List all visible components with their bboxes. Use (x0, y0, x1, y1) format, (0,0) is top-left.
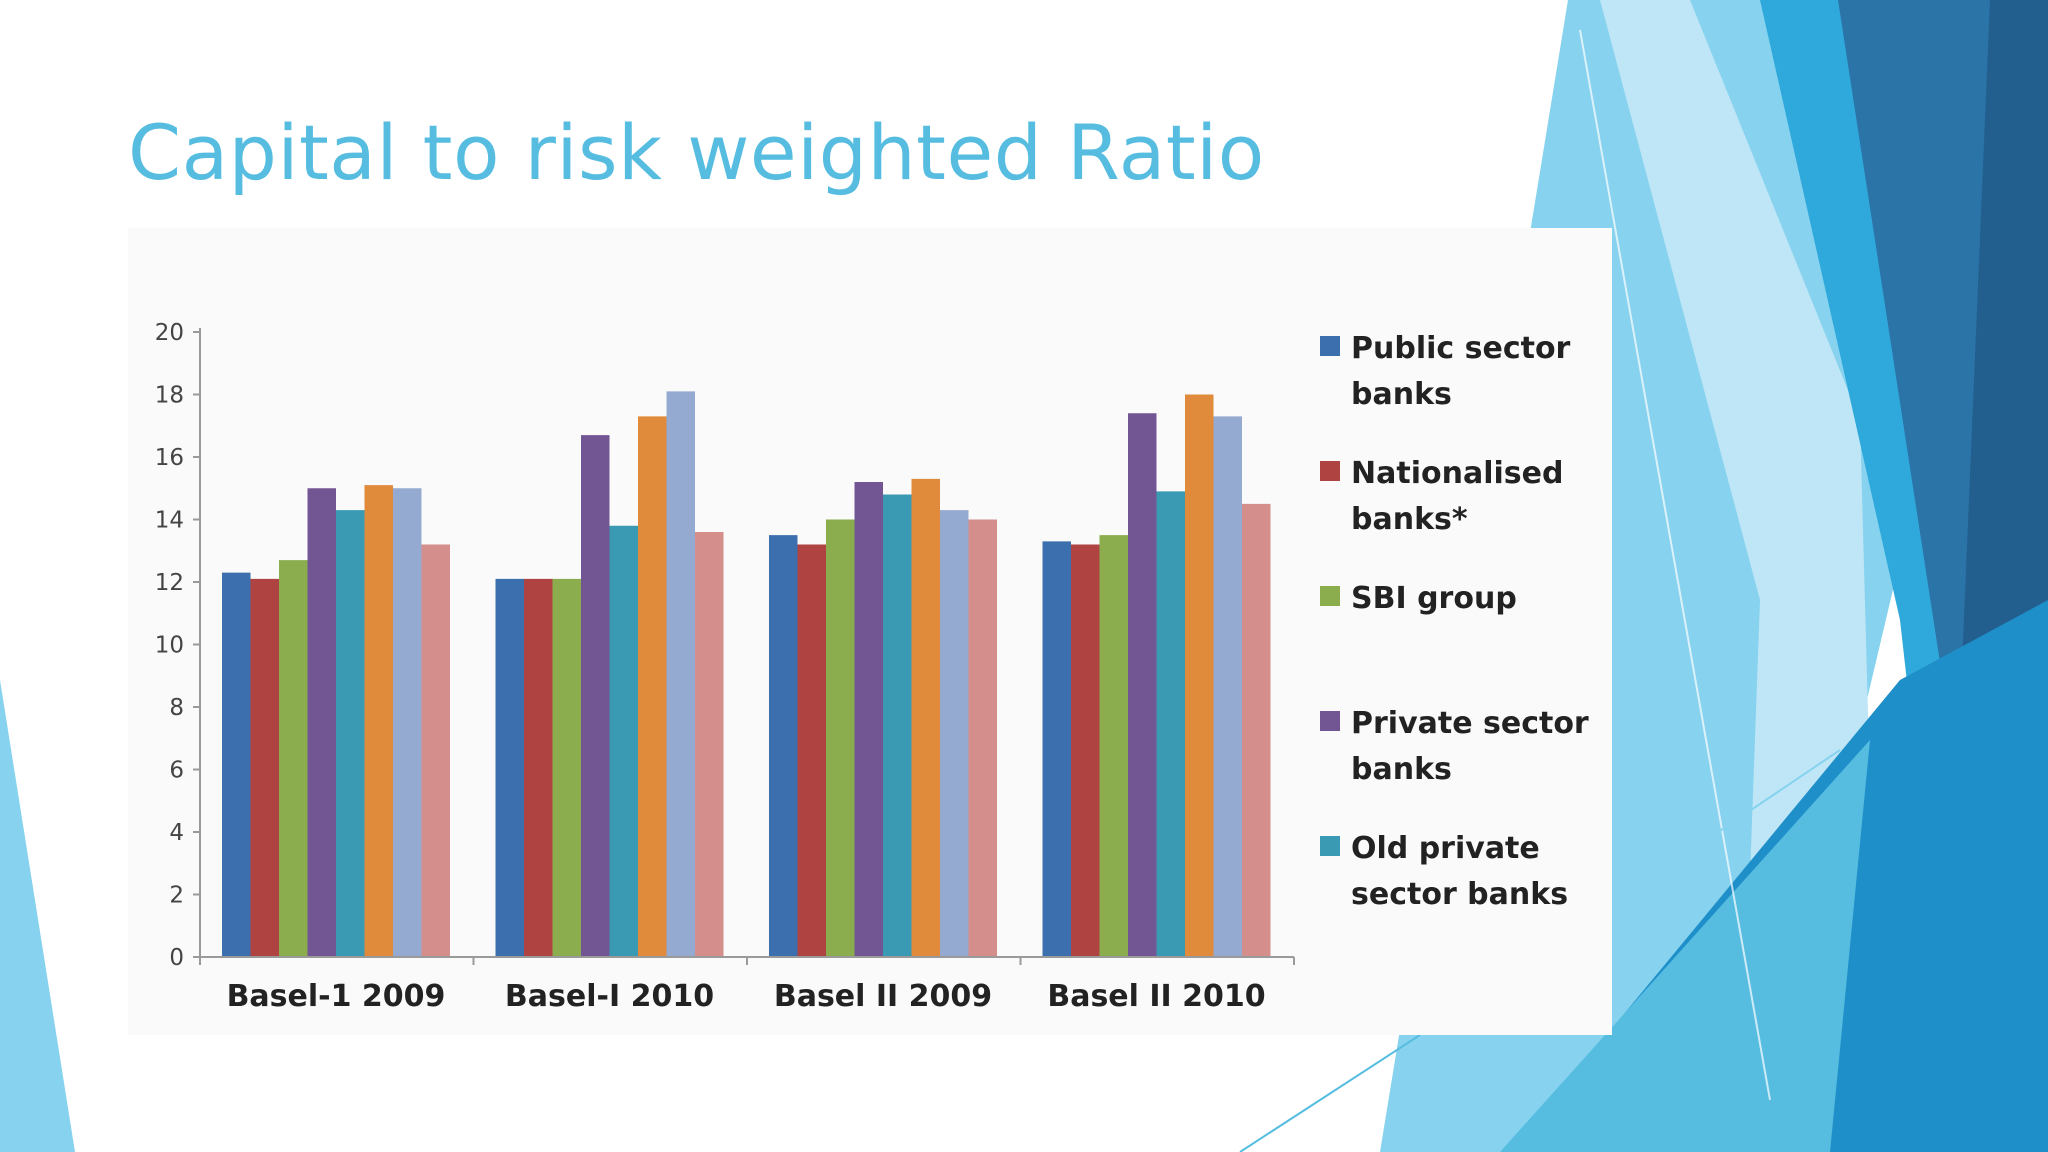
y-tick-label: 16 (155, 445, 184, 471)
bar (1071, 544, 1100, 957)
bar (495, 578, 524, 957)
bar (609, 525, 638, 957)
decor-line (1239, 1034, 1421, 1152)
y-tick-label: 10 (155, 633, 184, 659)
x-category-label: Basel-1 2009 (227, 979, 446, 1014)
slide-title: Capital to risk weighted Ratio (128, 108, 1265, 197)
legend-swatch (1320, 711, 1340, 731)
bar (883, 494, 912, 957)
x-category-label: Basel II 2010 (1047, 979, 1265, 1014)
legend-item: Public sector banks (1320, 331, 1571, 412)
bars (222, 391, 1271, 957)
bar (1213, 416, 1242, 957)
y-tick-label: 20 (155, 320, 184, 346)
bar (552, 578, 581, 957)
legend-label: SBI group (1351, 581, 1517, 616)
bar (581, 435, 610, 957)
right-bottom-light-shape (1500, 740, 1870, 1152)
legend-swatch (1320, 461, 1340, 481)
bar (524, 578, 553, 957)
bar (911, 478, 940, 957)
legend-item: Private sector banks (1320, 706, 1589, 787)
legend-label: Nationalised (1351, 456, 1563, 491)
legend-swatch (1320, 586, 1340, 606)
decor-line (1579, 29, 1771, 1101)
legend: Public sector banks Nationalised banks* SBI … (1320, 331, 1589, 912)
bar (1099, 535, 1128, 957)
decor-line (1609, 749, 1841, 906)
legend-item: Nationalised banks* (1320, 456, 1563, 537)
bar (797, 544, 826, 957)
bar (1156, 491, 1185, 957)
y-tick-label: 0 (169, 945, 184, 971)
y-tick-label: 18 (155, 383, 184, 409)
y-axis: 0 2 4 6 8 10 12 14 16 18 20 (155, 320, 201, 971)
legend-label: banks (1351, 377, 1452, 412)
bar (250, 578, 279, 957)
bar (695, 532, 724, 957)
bar (769, 535, 798, 957)
bar (968, 519, 997, 957)
bar (393, 488, 422, 957)
bar (1042, 541, 1071, 957)
bar (1128, 413, 1157, 957)
bar (940, 510, 969, 957)
legend-item: SBI group (1320, 581, 1517, 616)
bar (666, 391, 695, 957)
chart-panel: 0 2 4 6 8 10 12 14 16 18 20 Basel-1 2009 Basel-I 20… (128, 228, 1612, 1035)
right-darker-panel (1958, 0, 2048, 760)
left-accent-shape (0, 680, 75, 1152)
y-tick-label: 8 (169, 695, 184, 721)
bar (826, 519, 855, 957)
bar (364, 485, 393, 957)
y-tick-label: 2 (169, 883, 184, 909)
bar (421, 544, 450, 957)
bar (336, 510, 365, 957)
bar (222, 572, 251, 957)
y-tick-label: 12 (155, 570, 184, 596)
y-tick-label: 6 (169, 758, 184, 784)
legend-label: sector banks (1351, 877, 1568, 912)
legend-label: Old private (1351, 831, 1540, 866)
bar (279, 560, 308, 957)
x-category-label: Basel II 2009 (774, 979, 992, 1014)
bar (854, 482, 883, 957)
bar (1185, 394, 1214, 957)
bar (307, 488, 336, 957)
legend-label: banks* (1351, 502, 1468, 537)
y-tick-label: 14 (155, 508, 184, 534)
x-axis: Basel-1 2009 Basel-I 2010 Basel II 2009 Bas… (199, 956, 1295, 1014)
legend-swatch (1320, 336, 1340, 356)
legend-label: Private sector (1351, 706, 1589, 741)
legend-swatch (1320, 836, 1340, 856)
legend-item: Old private sector banks (1320, 831, 1568, 912)
bar-chart: 0 2 4 6 8 10 12 14 16 18 20 Basel-1 2009 Basel-I 20… (155, 320, 1589, 1014)
legend-label: Public sector (1351, 331, 1571, 366)
y-tick-label: 4 (169, 820, 184, 846)
bar (638, 416, 667, 957)
bar (1242, 503, 1271, 957)
x-category-label: Basel-I 2010 (505, 979, 714, 1014)
legend-label: banks (1351, 752, 1452, 787)
